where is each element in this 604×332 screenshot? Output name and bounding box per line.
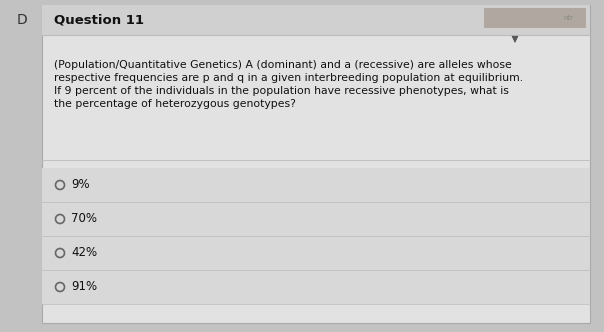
FancyBboxPatch shape [42, 270, 590, 304]
FancyBboxPatch shape [42, 5, 590, 323]
FancyBboxPatch shape [42, 236, 590, 270]
Text: respective frequencies are p and q in a given interbreeding population at equili: respective frequencies are p and q in a … [54, 73, 523, 83]
FancyBboxPatch shape [42, 202, 590, 236]
Text: D: D [17, 13, 27, 27]
FancyBboxPatch shape [484, 8, 586, 28]
Text: Question 11: Question 11 [54, 14, 144, 27]
Text: 9%: 9% [71, 179, 89, 192]
Text: the percentage of heterozygous genotypes?: the percentage of heterozygous genotypes… [54, 99, 296, 109]
Text: 42%: 42% [71, 246, 97, 260]
FancyBboxPatch shape [42, 5, 590, 35]
Text: 70%: 70% [71, 212, 97, 225]
Text: ntr: ntr [563, 15, 573, 21]
Text: 91%: 91% [71, 281, 97, 293]
FancyBboxPatch shape [42, 168, 590, 202]
Text: (Population/Quantitative Genetics) A (dominant) and a (recessive) are alleles wh: (Population/Quantitative Genetics) A (do… [54, 60, 512, 70]
Text: If 9 percent of the individuals in the population have recessive phenotypes, wha: If 9 percent of the individuals in the p… [54, 86, 509, 96]
